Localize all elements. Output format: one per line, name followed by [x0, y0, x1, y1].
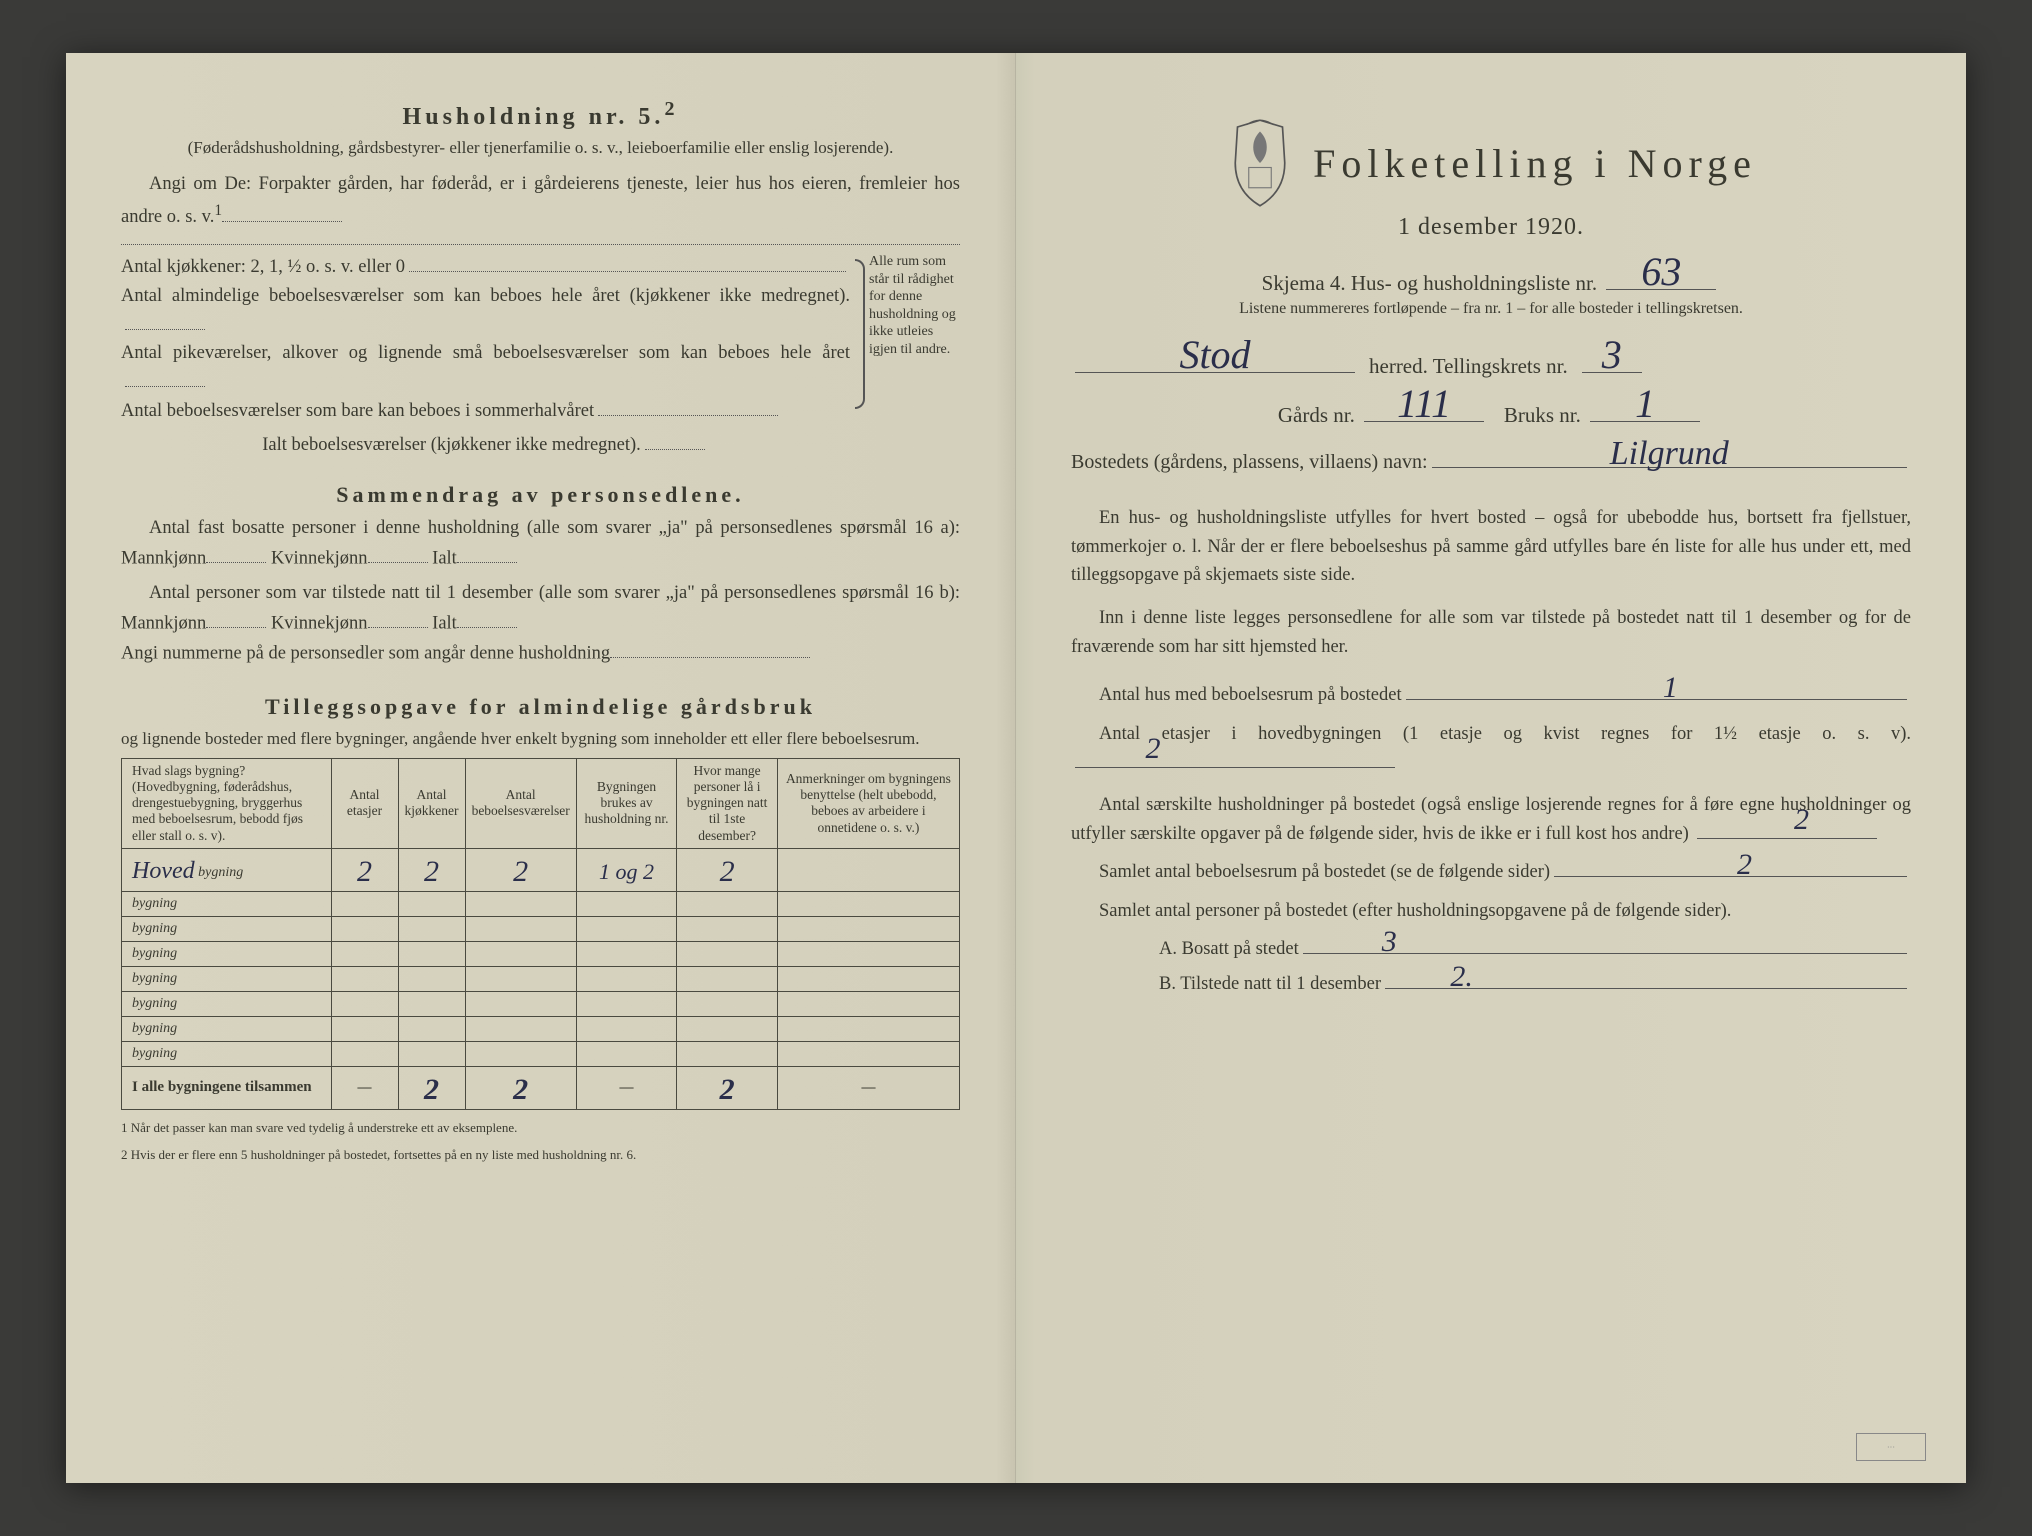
household-desc: (Føderådshusholdning, gårdsbestyrer- ell…: [121, 137, 960, 160]
present-persons: Antal personer som var tilstede natt til…: [121, 579, 960, 638]
angi-numbers: Angi nummerne på de personsedler som ang…: [121, 638, 960, 668]
th-floors: Antal etasjer: [331, 758, 398, 848]
census-date: 1 desember 1920.: [1071, 214, 1911, 241]
supp-desc: og lignende bosteder med flere bygninger…: [121, 726, 960, 752]
table-row: Hoved bygning 2 2 2 1 og 2 2: [122, 848, 960, 891]
bracket-note: Alle rum som står til rådighet for denne…: [869, 253, 964, 358]
document-spread: Husholdning nr. 5.2 (Føderådshusholdning…: [66, 53, 1966, 1483]
footnote-2: 2 Hvis der er flere enn 5 husholdninger …: [121, 1147, 960, 1164]
antal-hus-line: Antal hus med beboelsesrum på bostedet 1: [1071, 681, 1911, 706]
table-row: bygning: [122, 991, 960, 1016]
blank-line: [121, 231, 960, 245]
samlet-rum-line: Samlet antal beboelsesrum på bostedet (s…: [1071, 859, 1911, 884]
angi-line: Angi om De: Forpakter gården, har føderå…: [121, 170, 960, 232]
th-persons: Hvor mange personer lå i bygningen natt …: [677, 758, 778, 848]
saerskilte-line: Antal særskilte husholdninger på bostede…: [1071, 791, 1911, 848]
printer-stamp: ···: [1856, 1433, 1926, 1461]
summer-rooms: Antal beboelsesværelser som bare kan beb…: [121, 397, 850, 426]
perm-residents: Antal fast bosatte personer i denne hush…: [121, 514, 960, 573]
th-kitchens: Antal kjøkkener: [398, 758, 465, 848]
table-row: bygning: [122, 1041, 960, 1066]
table-body: Hoved bygning 2 2 2 1 og 2 2 bygning byg…: [122, 848, 960, 1109]
bosted-line: Bostedets (gårdens, plassens, villaens) …: [1071, 448, 1911, 474]
household-title: Husholdning nr. 5.2: [121, 98, 960, 131]
supp-title: Tilleggsopgave for almindelige gårdsbruk: [121, 694, 960, 720]
etasjer-line: Antal etasjer i hovedbygningen (1 etasje…: [1071, 720, 1911, 777]
gaards-line: Gårds nr. 111 Bruks nr. 1: [1071, 401, 1911, 428]
table-row: bygning: [122, 916, 960, 941]
table-total-row: I alle bygningene tilsammen — 2 2 — 2 —: [122, 1066, 960, 1109]
maid-rooms: Antal pikeværelser, alkover og lignende …: [121, 339, 850, 396]
bosatt-line: A. Bosatt på stedet 3: [1071, 936, 1911, 961]
th-type: Hvad slags bygning? (Hovedbygning, føder…: [122, 758, 332, 848]
herred-line: Stod herred. Tellingskrets nr. 3: [1071, 352, 1911, 379]
total-rooms: Ialt beboelsesværelser (kjøkkener ikke m…: [121, 431, 850, 460]
left-page: Husholdning nr. 5.2 (Føderådshusholdning…: [66, 53, 1016, 1483]
title-block: Folketelling i Norge 1 desember 1920.: [1071, 118, 1911, 241]
para-1: En hus- og husholdningsliste utfylles fo…: [1071, 504, 1911, 590]
th-rooms: Antal beboelsesværelser: [465, 758, 576, 848]
coat-of-arms-icon: [1225, 118, 1295, 208]
building-table: Hvad slags bygning? (Hovedbygning, føder…: [121, 758, 960, 1110]
kitchens-line: Antal kjøkkener: 2, 1, ½ o. s. v. eller …: [121, 253, 850, 282]
summary-title: Sammendrag av personsedlene.: [121, 482, 960, 508]
th-household: Bygningen brukes av husholdning nr.: [576, 758, 677, 848]
rooms-block: Antal kjøkkener: 2, 1, ½ o. s. v. eller …: [121, 253, 960, 460]
table-row: bygning: [122, 941, 960, 966]
samlet-pers-line: Samlet antal personer på bostedet (efter…: [1071, 897, 1911, 926]
th-notes: Anmerkninger om bygningens benyttelse (h…: [777, 758, 959, 848]
table-row: bygning: [122, 1016, 960, 1041]
listene-note: Listene nummereres fortløpende – fra nr.…: [1071, 300, 1911, 318]
right-page: Folketelling i Norge 1 desember 1920. Sk…: [1016, 53, 1966, 1483]
table-row: bygning: [122, 966, 960, 991]
footnote-1: 1 Når det passer kan man svare ved tydel…: [121, 1120, 960, 1137]
para-2: Inn i denne liste legges personsedlene f…: [1071, 604, 1911, 661]
tilstede-line: B. Tilstede natt til 1 desember 2.: [1071, 970, 1911, 995]
table-row: bygning: [122, 891, 960, 916]
skjema-line: Skjema 4. Hus- og husholdningsliste nr. …: [1071, 269, 1911, 296]
main-title: Folketelling i Norge: [1313, 140, 1757, 187]
rooms-all-year: Antal almindelige beboelsesværelser som …: [121, 282, 850, 339]
